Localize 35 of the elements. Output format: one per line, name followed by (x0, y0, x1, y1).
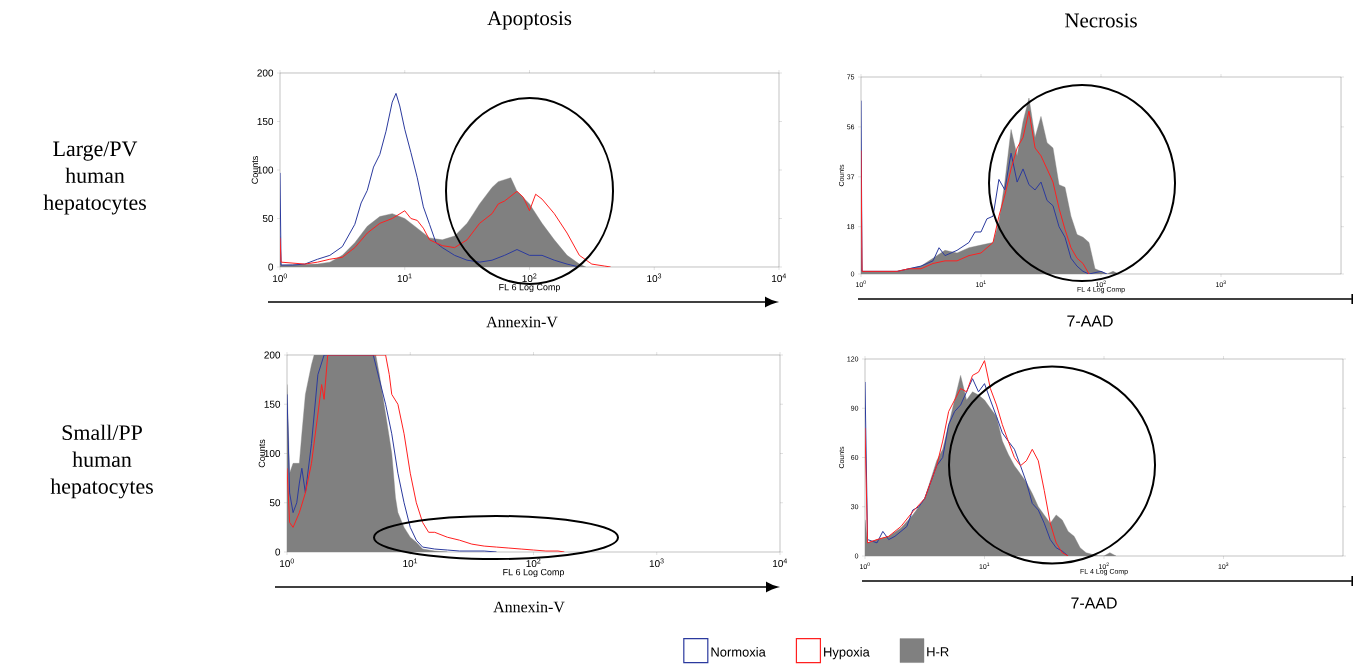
text: 7-AAD (1071, 597, 1117, 609)
text: 7-AAD (1067, 315, 1113, 327)
x-tick-label: 10$^{2}$ (526, 558, 541, 568)
x-tick-label: 10$^{0}$ (273, 273, 287, 283)
y-tick-label: 0 (268, 263, 274, 271)
text: Annexin-V (493, 601, 565, 613)
y-tick-label: 200 (264, 351, 281, 359)
y-tick-label: 150 (264, 400, 281, 408)
x-axis-title: FL 6 Log Comp (503, 568, 565, 578)
text: Annexin-V (486, 316, 558, 328)
chart-title: Necrosis (1065, 13, 1137, 28)
x-tick-label: 10$^{4}$ (772, 273, 787, 283)
y-tick-label: 150 (257, 117, 274, 126)
legend-label: Hypoxia (824, 647, 870, 660)
x-tick-label: 10$^{2}$ (522, 273, 537, 283)
y-tick-label: 0 (275, 548, 281, 556)
y-tick-label: 200 (257, 69, 274, 77)
x-tick-label: 10$^{3}$ (649, 558, 664, 568)
legend-label: Normoxia (711, 647, 766, 657)
text: Small/PP human hepatocytes (50, 424, 153, 499)
x-tick-label: 10$^{1}$ (397, 273, 412, 283)
x-tick-label: 10$^{4}$ (773, 558, 788, 568)
chart-title: Apoptosis (487, 11, 572, 30)
y-axis-title: Counts (258, 439, 266, 468)
y-tick-label: 50 (269, 499, 281, 507)
y-tick-label: 100 (264, 449, 281, 458)
legend-label: H-R (927, 647, 949, 657)
x-tick-label: 10$^{1}$ (403, 558, 418, 568)
x-axis-title: FL 6 Log Comp (499, 283, 561, 293)
y-tick-label: 50 (262, 214, 274, 223)
y-axis-title: Counts (251, 156, 259, 184)
y-tick-label: 100 (257, 166, 274, 174)
text: Large/PV human hepatocytes (43, 141, 146, 215)
x-tick-label: 10$^{3}$ (647, 273, 662, 283)
x-tick-label: 10$^{0}$ (280, 558, 294, 568)
